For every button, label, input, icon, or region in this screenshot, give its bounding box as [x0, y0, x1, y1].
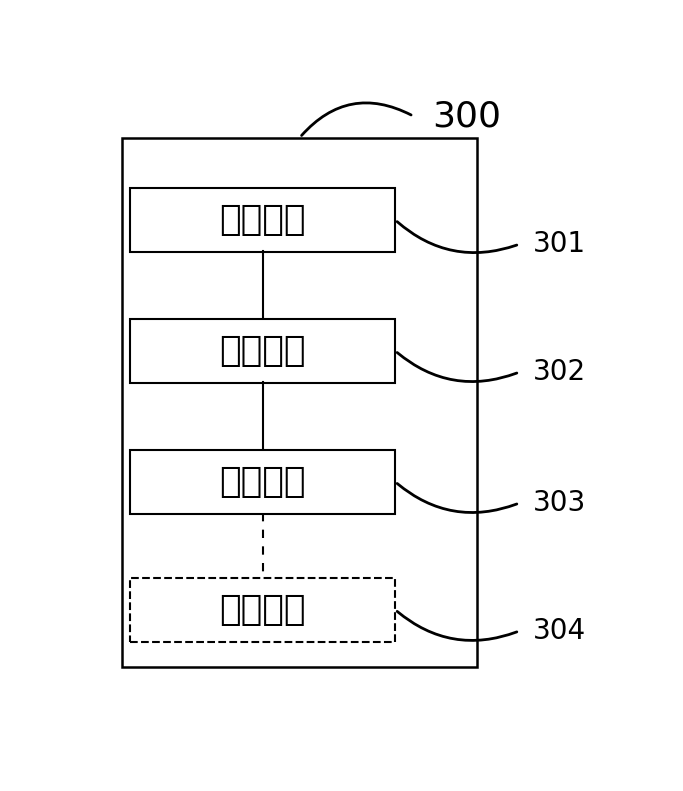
Bar — [122, 138, 477, 668]
Text: 获取模块: 获取模块 — [219, 202, 306, 237]
Text: 303: 303 — [533, 489, 586, 517]
Bar — [130, 450, 395, 513]
Bar — [130, 319, 395, 383]
Text: 发送模块: 发送模块 — [219, 592, 306, 626]
Text: 生成模块: 生成模块 — [219, 464, 306, 498]
Bar — [130, 187, 395, 252]
Text: 302: 302 — [533, 358, 586, 386]
Bar — [130, 577, 395, 642]
Text: 确定模块: 确定模块 — [219, 334, 306, 368]
Text: 300: 300 — [432, 99, 501, 133]
Text: 304: 304 — [533, 617, 586, 645]
Text: 301: 301 — [533, 230, 586, 258]
